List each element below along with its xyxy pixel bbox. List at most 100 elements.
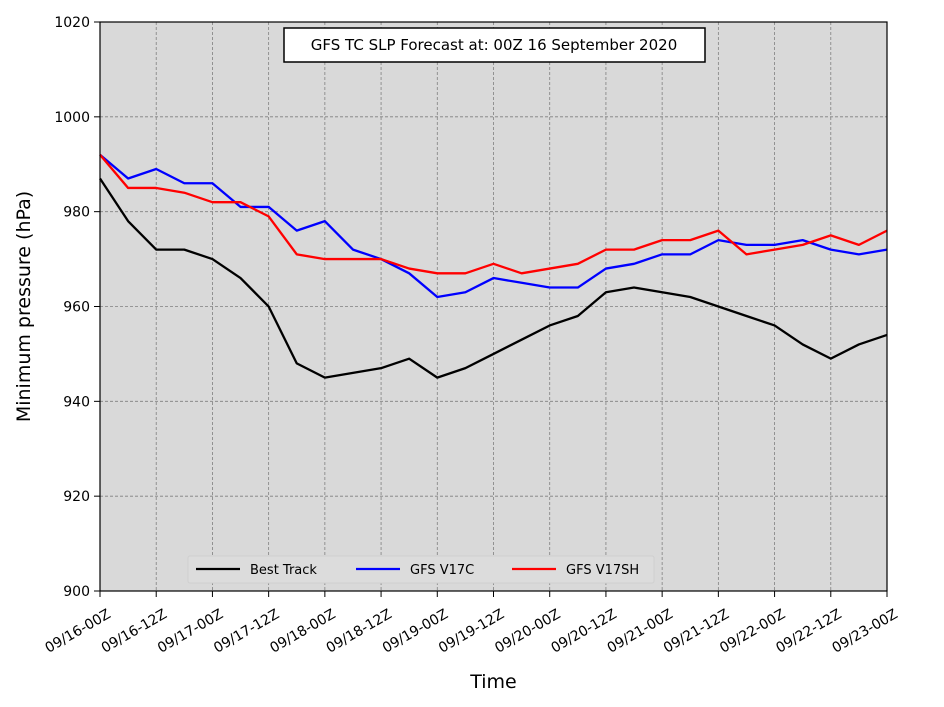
data-point — [463, 290, 467, 294]
data-point — [744, 314, 748, 318]
title-box-frame — [283, 27, 706, 63]
data-point — [857, 243, 861, 247]
data-point — [716, 238, 720, 242]
series-lines — [99, 153, 888, 380]
legend: Best Track GFS V17C GFS V17SH — [187, 555, 655, 584]
data-point — [801, 243, 805, 247]
data-point — [829, 357, 833, 361]
data-point — [182, 181, 186, 185]
data-point — [492, 262, 496, 266]
data-point — [267, 214, 271, 218]
data-point — [604, 267, 608, 271]
data-point — [379, 366, 383, 370]
y-tick-label: 1000 — [54, 110, 90, 126]
y-tick-label: 900 — [63, 584, 90, 600]
data-point — [267, 205, 271, 209]
data-point — [239, 276, 243, 280]
data-point — [323, 376, 327, 380]
series-gfs-v17c — [99, 153, 888, 299]
data-point — [576, 314, 580, 318]
series-best-track — [99, 177, 888, 380]
data-point — [520, 271, 524, 275]
data-point — [239, 200, 243, 204]
data-point — [857, 252, 861, 256]
data-point — [773, 243, 777, 247]
data-point — [126, 186, 130, 190]
data-point — [351, 371, 355, 375]
data-point — [520, 281, 524, 285]
data-point — [716, 229, 720, 233]
data-point — [323, 257, 327, 261]
data-point — [407, 271, 411, 275]
data-point — [210, 181, 214, 185]
data-point — [773, 248, 777, 252]
series-gfs-v17sh — [99, 154, 888, 275]
data-point — [829, 248, 833, 252]
data-point — [604, 290, 608, 294]
data-point — [154, 248, 158, 252]
y-axis-title: Minimum pressure (hPa) — [13, 191, 35, 422]
chart-title: GFS TC SLP Forecast at: 00Z 16 September… — [311, 36, 677, 54]
data-point — [351, 257, 355, 261]
data-point — [773, 323, 777, 327]
series-line — [99, 153, 888, 299]
data-point — [323, 219, 327, 223]
data-point — [351, 248, 355, 252]
data-point — [632, 262, 636, 266]
y-tick-label: 980 — [63, 205, 90, 221]
x-axis-title: Time — [469, 671, 517, 693]
data-point — [548, 286, 552, 290]
data-point — [379, 257, 383, 261]
data-point — [548, 267, 552, 271]
data-point — [463, 271, 467, 275]
data-point — [604, 248, 608, 252]
legend-label: Best Track — [250, 563, 317, 578]
data-point — [576, 286, 580, 290]
data-point — [295, 252, 299, 256]
data-point — [182, 248, 186, 252]
data-point — [492, 352, 496, 356]
data-point — [295, 229, 299, 233]
data-point — [576, 262, 580, 266]
grid — [100, 22, 887, 591]
data-point — [660, 238, 664, 242]
data-point — [435, 295, 439, 299]
data-point — [407, 357, 411, 361]
data-point — [744, 252, 748, 256]
data-point — [435, 376, 439, 380]
data-point — [632, 286, 636, 290]
data-point — [295, 361, 299, 365]
data-point — [267, 305, 271, 309]
data-point — [857, 342, 861, 346]
data-point — [829, 233, 833, 237]
data-point — [548, 323, 552, 327]
series-line — [99, 154, 888, 275]
y-tick-label: 940 — [63, 394, 90, 410]
legend-label: GFS V17C — [410, 563, 474, 578]
legend-frame — [187, 555, 655, 584]
series-line — [99, 177, 888, 379]
y-tick-label: 920 — [63, 489, 90, 505]
data-point — [801, 342, 805, 346]
data-point — [716, 305, 720, 309]
data-point — [492, 276, 496, 280]
data-point — [660, 290, 664, 294]
data-point — [688, 295, 692, 299]
data-point — [210, 257, 214, 261]
data-point — [688, 238, 692, 242]
data-point — [126, 176, 130, 180]
data-point — [210, 200, 214, 204]
legend-label: GFS V17SH — [566, 563, 639, 578]
data-point — [407, 267, 411, 271]
data-point — [660, 252, 664, 256]
data-point — [239, 205, 243, 209]
data-point — [801, 238, 805, 242]
data-point — [520, 338, 524, 342]
data-point — [688, 252, 692, 256]
data-point — [154, 186, 158, 190]
data-point — [126, 219, 130, 223]
y-tick-label: 960 — [63, 300, 90, 316]
data-point — [632, 248, 636, 252]
